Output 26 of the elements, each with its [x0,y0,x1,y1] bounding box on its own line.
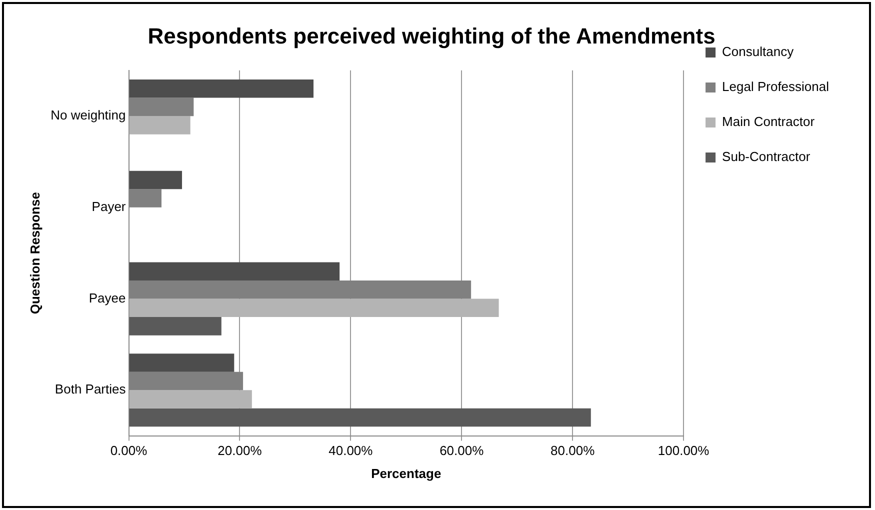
bar [129,80,314,98]
x-tick-label: 60.00% [440,443,484,458]
y-tick-label: Payer [92,199,126,214]
chart-title: Respondents perceived weighting of the Amendments [148,23,716,48]
bar [129,298,499,318]
x-axis-title: Percentage [371,466,442,481]
y-axis-title: Question Response [27,192,42,314]
bar [129,390,252,408]
x-tick-label: 20.00% [218,443,262,458]
legend-label: Sub-Contractor [722,149,811,164]
legend-label: Legal Professional [722,79,830,94]
y-tick-label: No weighting [50,108,126,123]
x-tick-label: 80.00% [550,443,596,458]
legend-label: Main Contractor [722,114,816,130]
x-tick-label: 0.00% [110,443,148,458]
bar [129,354,234,372]
x-tick-label: 100.00% [658,443,710,458]
bar [129,170,182,190]
bar [129,408,591,427]
x-tick-label: 40.00% [328,443,374,458]
bar [129,262,340,281]
legend-label: Consultancy [722,44,794,60]
y-tick-label: Both Parties [54,382,126,397]
bar [129,317,222,336]
y-tick-label: Payee [88,290,126,306]
bar [129,116,190,134]
